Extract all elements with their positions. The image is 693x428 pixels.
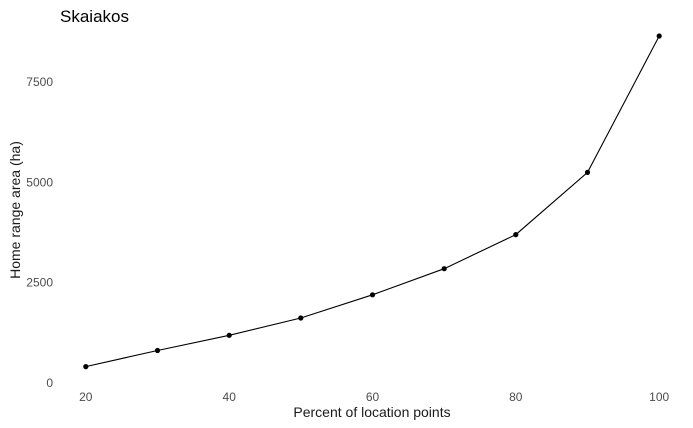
- data-point: [441, 266, 447, 272]
- chart-title: Skaiakos: [60, 7, 129, 26]
- data-point: [656, 33, 662, 39]
- data-point: [226, 332, 232, 338]
- y-tick-label: 0: [46, 376, 53, 390]
- x-axis: 20 40 60 80 100: [79, 390, 669, 404]
- series-line: [85, 35, 660, 368]
- x-tick-label: 40: [223, 390, 237, 404]
- y-axis-title: Home range area (ha): [7, 141, 23, 279]
- y-tick-label: 2500: [26, 276, 53, 290]
- y-tick-label: 7500: [26, 75, 53, 89]
- x-axis-title: Percent of location points: [293, 404, 450, 420]
- data-point: [369, 292, 376, 298]
- data-point: [584, 169, 591, 175]
- x-tick-label: 20: [79, 390, 93, 404]
- x-tick-label: 60: [366, 390, 380, 404]
- x-tick-label: 80: [509, 390, 523, 404]
- data-point: [298, 315, 304, 321]
- x-tick-label: 100: [649, 390, 669, 404]
- y-axis: 0 2500 5000 7500: [26, 75, 53, 390]
- data-point: [83, 364, 89, 370]
- data-point: [513, 232, 519, 238]
- y-tick-label: 5000: [26, 175, 53, 189]
- data-point: [154, 347, 161, 354]
- plot-area: [83, 33, 662, 370]
